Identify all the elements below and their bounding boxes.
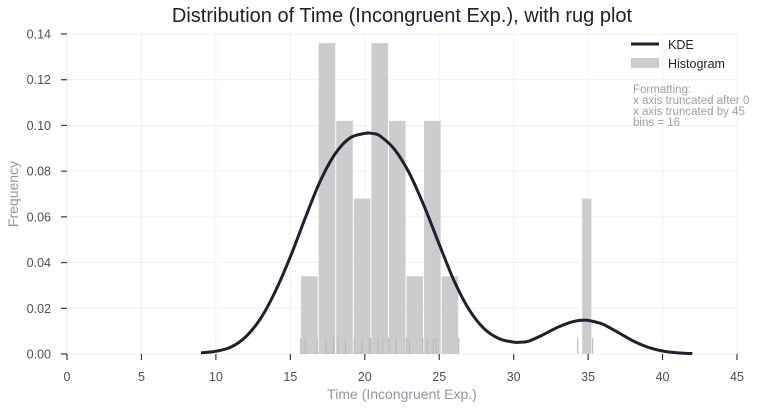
x-axis-ticks: 0 5 10 15 20 25 30 35 40 45	[64, 354, 744, 384]
y-tick-label: 0.04	[27, 256, 51, 270]
y-tick-label: 0.12	[27, 73, 51, 87]
x-tick-label: 0	[64, 370, 71, 384]
note-line: Formatting:	[633, 84, 691, 96]
legend: KDE Histogram	[631, 38, 725, 71]
y-tick-label: 0.02	[27, 302, 51, 316]
y-tick-label: 0.14	[27, 28, 51, 42]
x-tick-label: 10	[209, 370, 223, 384]
formatting-note: Formatting: x axis truncated after 0 x a…	[633, 84, 749, 129]
histogram-bar	[388, 120, 406, 354]
note-line: bins = 16	[633, 117, 680, 129]
x-tick-label: 20	[358, 370, 372, 384]
axes: 0 5 10 15 20 25 30 35 40 45 0.000.020.040.060.080…	[27, 28, 744, 385]
y-tick-label: 0.08	[27, 165, 51, 179]
histogram-bar	[424, 120, 441, 354]
y-axis-ticks: 0.00 0.02 0.04 0.06 0.08 0.10 0.12 0.14	[27, 28, 67, 362]
note-line: x axis truncated by 45	[633, 106, 745, 118]
legend-kde-label: KDE	[668, 38, 694, 52]
histogram-bar	[353, 198, 371, 354]
y-tick-label: 0.10	[27, 119, 51, 133]
histogram-bars	[301, 43, 592, 355]
histogram-bar	[318, 43, 336, 355]
histogram-bar	[371, 43, 388, 355]
x-tick-label: 45	[730, 370, 744, 384]
y-tick-label: 0.00	[27, 348, 51, 362]
x-tick-label: 30	[507, 370, 521, 384]
rug-plot	[300, 338, 594, 354]
x-tick-label: 40	[656, 370, 670, 384]
x-tick-label: 35	[581, 370, 595, 384]
kde-line	[200, 131, 693, 356]
histogram-bar	[336, 120, 353, 354]
legend-histogram-swatch	[631, 58, 659, 68]
x-tick-label: 5	[138, 370, 145, 384]
x-tick-label: 15	[283, 370, 297, 384]
legend-histogram-label: Histogram	[668, 57, 725, 71]
histogram-bar	[582, 198, 592, 354]
y-tick-label: 0.06	[27, 210, 51, 224]
chart-title: Distribution of Time (Incongruent Exp.),…	[172, 5, 633, 27]
histogram-bar	[301, 276, 318, 354]
histogram-bar	[441, 276, 459, 354]
x-tick-label: 25	[432, 370, 446, 384]
x-axis-label: Time (Incongruent Exp.)	[327, 386, 477, 402]
histogram-bar	[406, 276, 424, 354]
y-axis-label: Frequency	[5, 161, 21, 227]
note-line: x axis truncated after 0	[633, 95, 749, 107]
